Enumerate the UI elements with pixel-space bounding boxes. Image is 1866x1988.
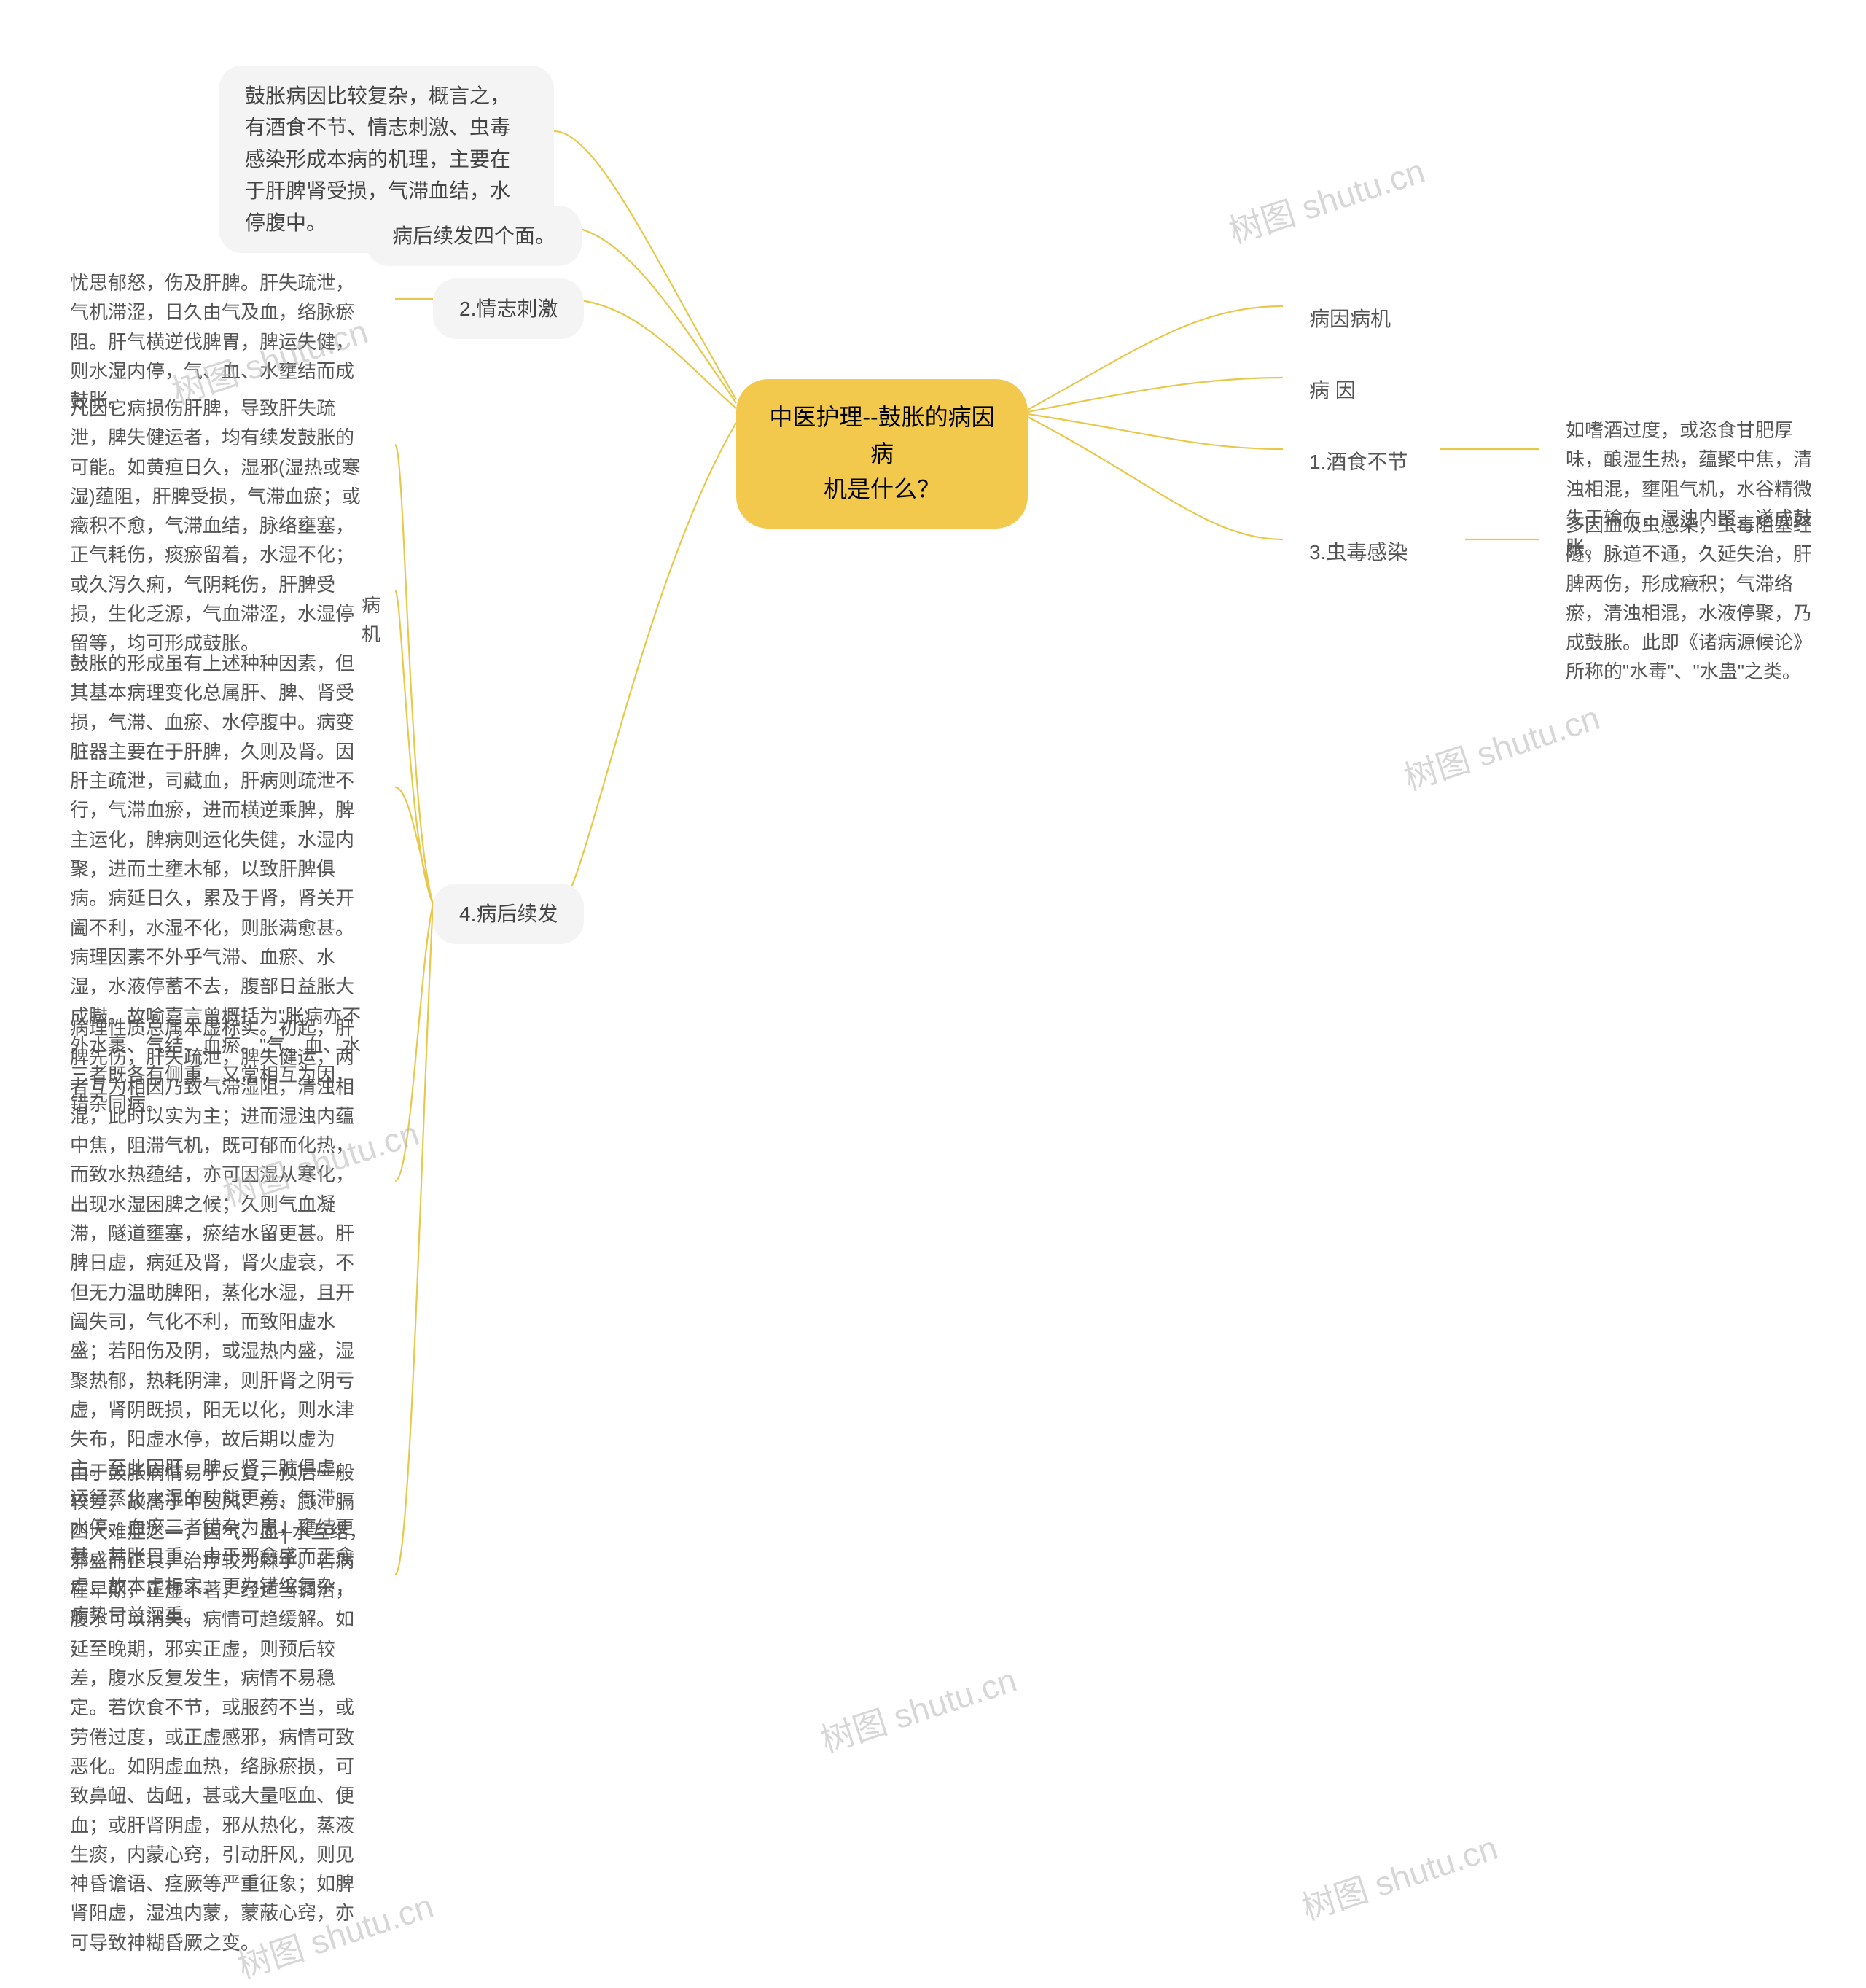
watermark: 树图 shutu.cn: [814, 1654, 1022, 1763]
watermark: 树图 shutu.cn: [1295, 1822, 1503, 1930]
right-node-bingyin[interactable]: 病 因: [1283, 360, 1382, 421]
right-node-bingyinbingji[interactable]: 病因病机: [1283, 289, 1417, 349]
right-node-3-chongdu[interactable]: 3.虫毒感染: [1283, 522, 1434, 582]
right-leaf-chongdu-desc: 多因血吸虫感染，虫毒阻塞经隧，脉道不通，久延失治，肝脾两伤，形成癥积；气滞络瘀，…: [1539, 496, 1846, 701]
watermark: 树图 shutu.cn: [1397, 692, 1605, 800]
left-xufa-label[interactable]: 病后续发四个面。: [366, 206, 582, 266]
left-node-4-binghouxufa[interactable]: 4.病后续发: [433, 884, 584, 944]
left-leaf-p4: 由于鼓胀病情易于反复，预后一般较差，故属于中医风、痨、臌、膈四大难症之一，因气、…: [44, 1443, 395, 1972]
center-topic[interactable]: 中医护理--鼓胀的病因病 机是什么？: [736, 379, 1028, 529]
right-node-1-jiushi[interactable]: 1.酒食不节: [1283, 432, 1434, 492]
left-node-2-qingzhi[interactable]: 2.情志刺激: [433, 278, 584, 339]
center-title-line1: 中医护理--鼓胀的病因病: [769, 404, 994, 467]
watermark: 树图 shutu.cn: [1222, 145, 1430, 254]
center-title-line2: 机是什么？: [824, 476, 940, 502]
